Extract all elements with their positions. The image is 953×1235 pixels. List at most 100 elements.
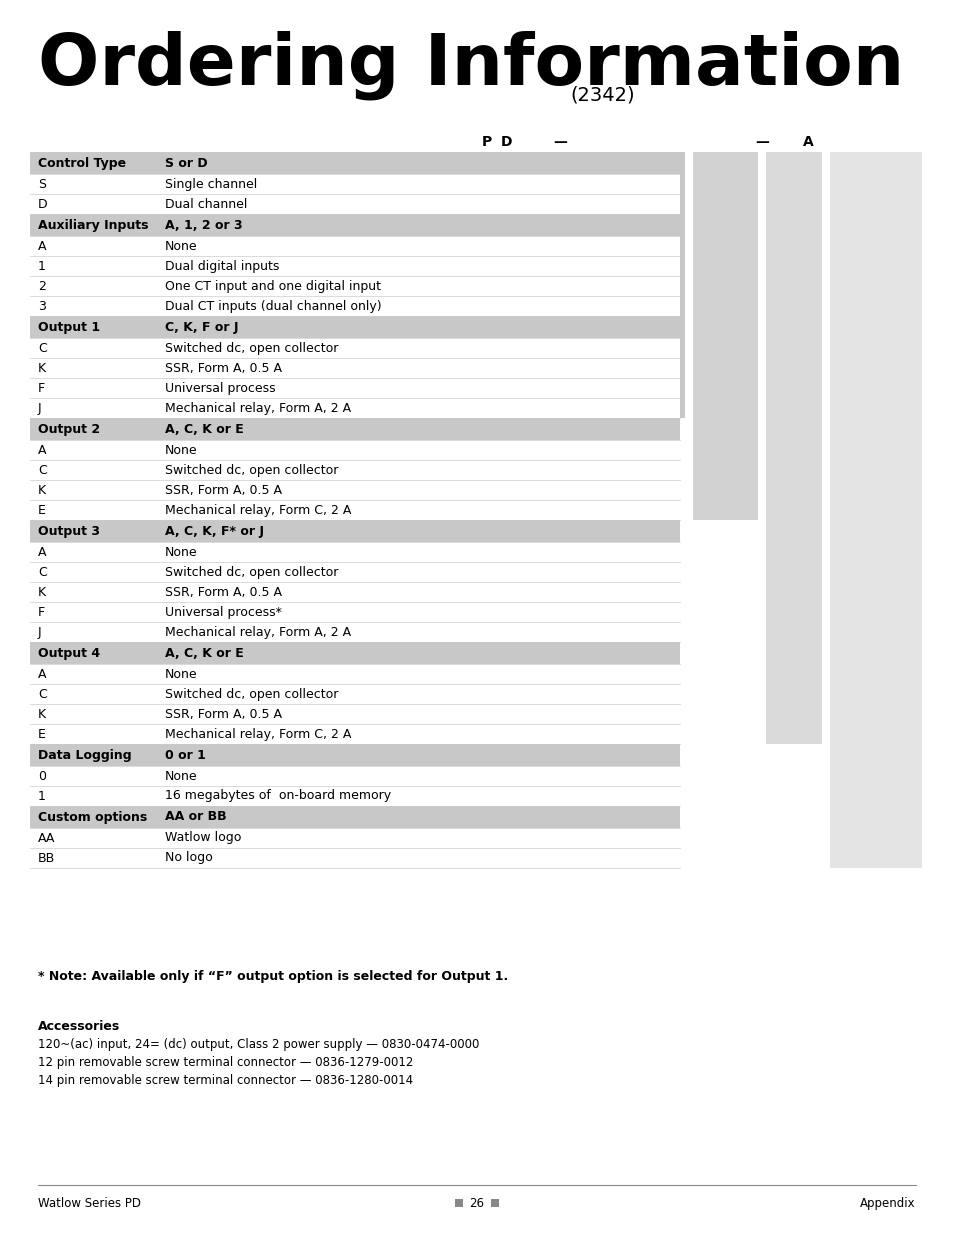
Text: S: S	[38, 178, 46, 190]
Text: K: K	[38, 585, 46, 599]
Bar	[30, 459, 679, 480]
Text: Data Logging: Data Logging	[38, 748, 132, 762]
Text: K: K	[38, 708, 46, 720]
Bar	[30, 827, 679, 848]
Text: K: K	[38, 362, 46, 374]
Text: Universal process*: Universal process*	[165, 605, 281, 619]
Text: 3: 3	[38, 300, 46, 312]
Text: 16 megabytes of  on-board memory: 16 megabytes of on-board memory	[165, 789, 391, 803]
Text: A: A	[38, 443, 47, 457]
Text: None: None	[165, 240, 197, 252]
Text: D: D	[500, 135, 512, 149]
Text: Appendix: Appendix	[860, 1197, 915, 1210]
Text: Custom options: Custom options	[38, 810, 147, 824]
Text: No logo: No logo	[165, 851, 213, 864]
Text: E: E	[38, 727, 46, 741]
Text: Accessories: Accessories	[38, 1020, 120, 1032]
Text: 1: 1	[38, 259, 46, 273]
Text: J: J	[38, 401, 42, 415]
Text: A: A	[801, 135, 813, 149]
Bar	[30, 378, 679, 398]
Bar	[491, 1199, 498, 1207]
Text: None: None	[165, 546, 197, 558]
Text: A: A	[38, 240, 47, 252]
Bar	[30, 417, 679, 440]
Text: One CT input and one digital input: One CT input and one digital input	[165, 279, 380, 293]
Bar	[30, 664, 679, 684]
Text: AA: AA	[38, 831, 55, 845]
Bar	[553, 152, 618, 316]
Text: None: None	[165, 769, 197, 783]
Bar	[30, 520, 679, 542]
Text: Control Type: Control Type	[38, 157, 126, 169]
Text: * Note: Available only if “F” output option is selected for Output 1.: * Note: Available only if “F” output opt…	[38, 969, 508, 983]
Bar	[30, 542, 679, 562]
Bar	[30, 440, 679, 459]
Text: C: C	[38, 566, 47, 578]
Text: Watlow Series PD: Watlow Series PD	[38, 1197, 141, 1210]
Text: AA or BB: AA or BB	[165, 810, 227, 824]
Text: Dual CT inputs (dual channel only): Dual CT inputs (dual channel only)	[165, 300, 381, 312]
Bar	[30, 806, 679, 827]
Text: 12 pin removable screw terminal connector — 0836-1279-0012: 12 pin removable screw terminal connecto…	[38, 1056, 413, 1070]
Text: None: None	[165, 667, 197, 680]
Text: SSR, Form A, 0.5 A: SSR, Form A, 0.5 A	[165, 708, 282, 720]
Text: Mechanical relay, Form C, 2 A: Mechanical relay, Form C, 2 A	[165, 727, 351, 741]
Bar	[30, 236, 679, 256]
Bar	[513, 152, 544, 214]
Text: P: P	[481, 135, 492, 149]
Text: SSR, Form A, 0.5 A: SSR, Form A, 0.5 A	[165, 483, 282, 496]
Text: K: K	[38, 483, 46, 496]
Text: C: C	[38, 688, 47, 700]
Bar	[30, 398, 679, 417]
Text: Dual channel: Dual channel	[165, 198, 247, 210]
Text: A, C, K or E: A, C, K or E	[165, 422, 244, 436]
Bar	[30, 214, 679, 236]
Text: C, K, F or J: C, K, F or J	[165, 321, 238, 333]
Bar	[455, 1199, 462, 1207]
Bar	[30, 684, 679, 704]
Bar	[30, 601, 679, 622]
Text: A: A	[38, 546, 47, 558]
Bar	[30, 622, 679, 642]
Bar	[625, 152, 684, 417]
Text: Ordering Information: Ordering Information	[38, 30, 903, 100]
Bar	[30, 766, 679, 785]
Text: SSR, Form A, 0.5 A: SSR, Form A, 0.5 A	[165, 585, 282, 599]
Text: S or D: S or D	[165, 157, 208, 169]
Text: Switched dc, open collector: Switched dc, open collector	[165, 688, 338, 700]
Text: Switched dc, open collector: Switched dc, open collector	[165, 566, 338, 578]
Text: —: —	[754, 135, 768, 149]
Bar	[30, 358, 679, 378]
Text: A, 1, 2 or 3: A, 1, 2 or 3	[165, 219, 242, 231]
Text: 14 pin removable screw terminal connector — 0836-1280-0014: 14 pin removable screw terminal connecto…	[38, 1074, 413, 1087]
Bar	[829, 152, 921, 868]
Bar	[30, 848, 679, 868]
Text: Output 3: Output 3	[38, 525, 100, 537]
Text: A, C, K or E: A, C, K or E	[165, 646, 244, 659]
Text: Mechanical relay, Form C, 2 A: Mechanical relay, Form C, 2 A	[165, 504, 351, 516]
Text: BB: BB	[38, 851, 55, 864]
Text: A, C, K, F* or J: A, C, K, F* or J	[165, 525, 264, 537]
Bar	[30, 256, 679, 275]
Text: (2342): (2342)	[569, 85, 634, 104]
Bar	[30, 743, 679, 766]
Text: J: J	[38, 625, 42, 638]
Bar	[30, 316, 679, 338]
Text: Universal process: Universal process	[165, 382, 275, 394]
Bar	[30, 296, 679, 316]
Text: 0 or 1: 0 or 1	[165, 748, 206, 762]
Text: C: C	[38, 342, 47, 354]
Text: Output 4: Output 4	[38, 646, 100, 659]
Text: 0: 0	[38, 769, 46, 783]
Text: F: F	[38, 382, 45, 394]
Text: Mechanical relay, Form A, 2 A: Mechanical relay, Form A, 2 A	[165, 401, 351, 415]
Text: D: D	[38, 198, 48, 210]
Bar	[30, 582, 679, 601]
Text: E: E	[38, 504, 46, 516]
Bar	[30, 704, 679, 724]
Text: C: C	[38, 463, 47, 477]
Text: A: A	[38, 667, 47, 680]
Bar	[30, 275, 679, 296]
Bar	[692, 152, 758, 520]
